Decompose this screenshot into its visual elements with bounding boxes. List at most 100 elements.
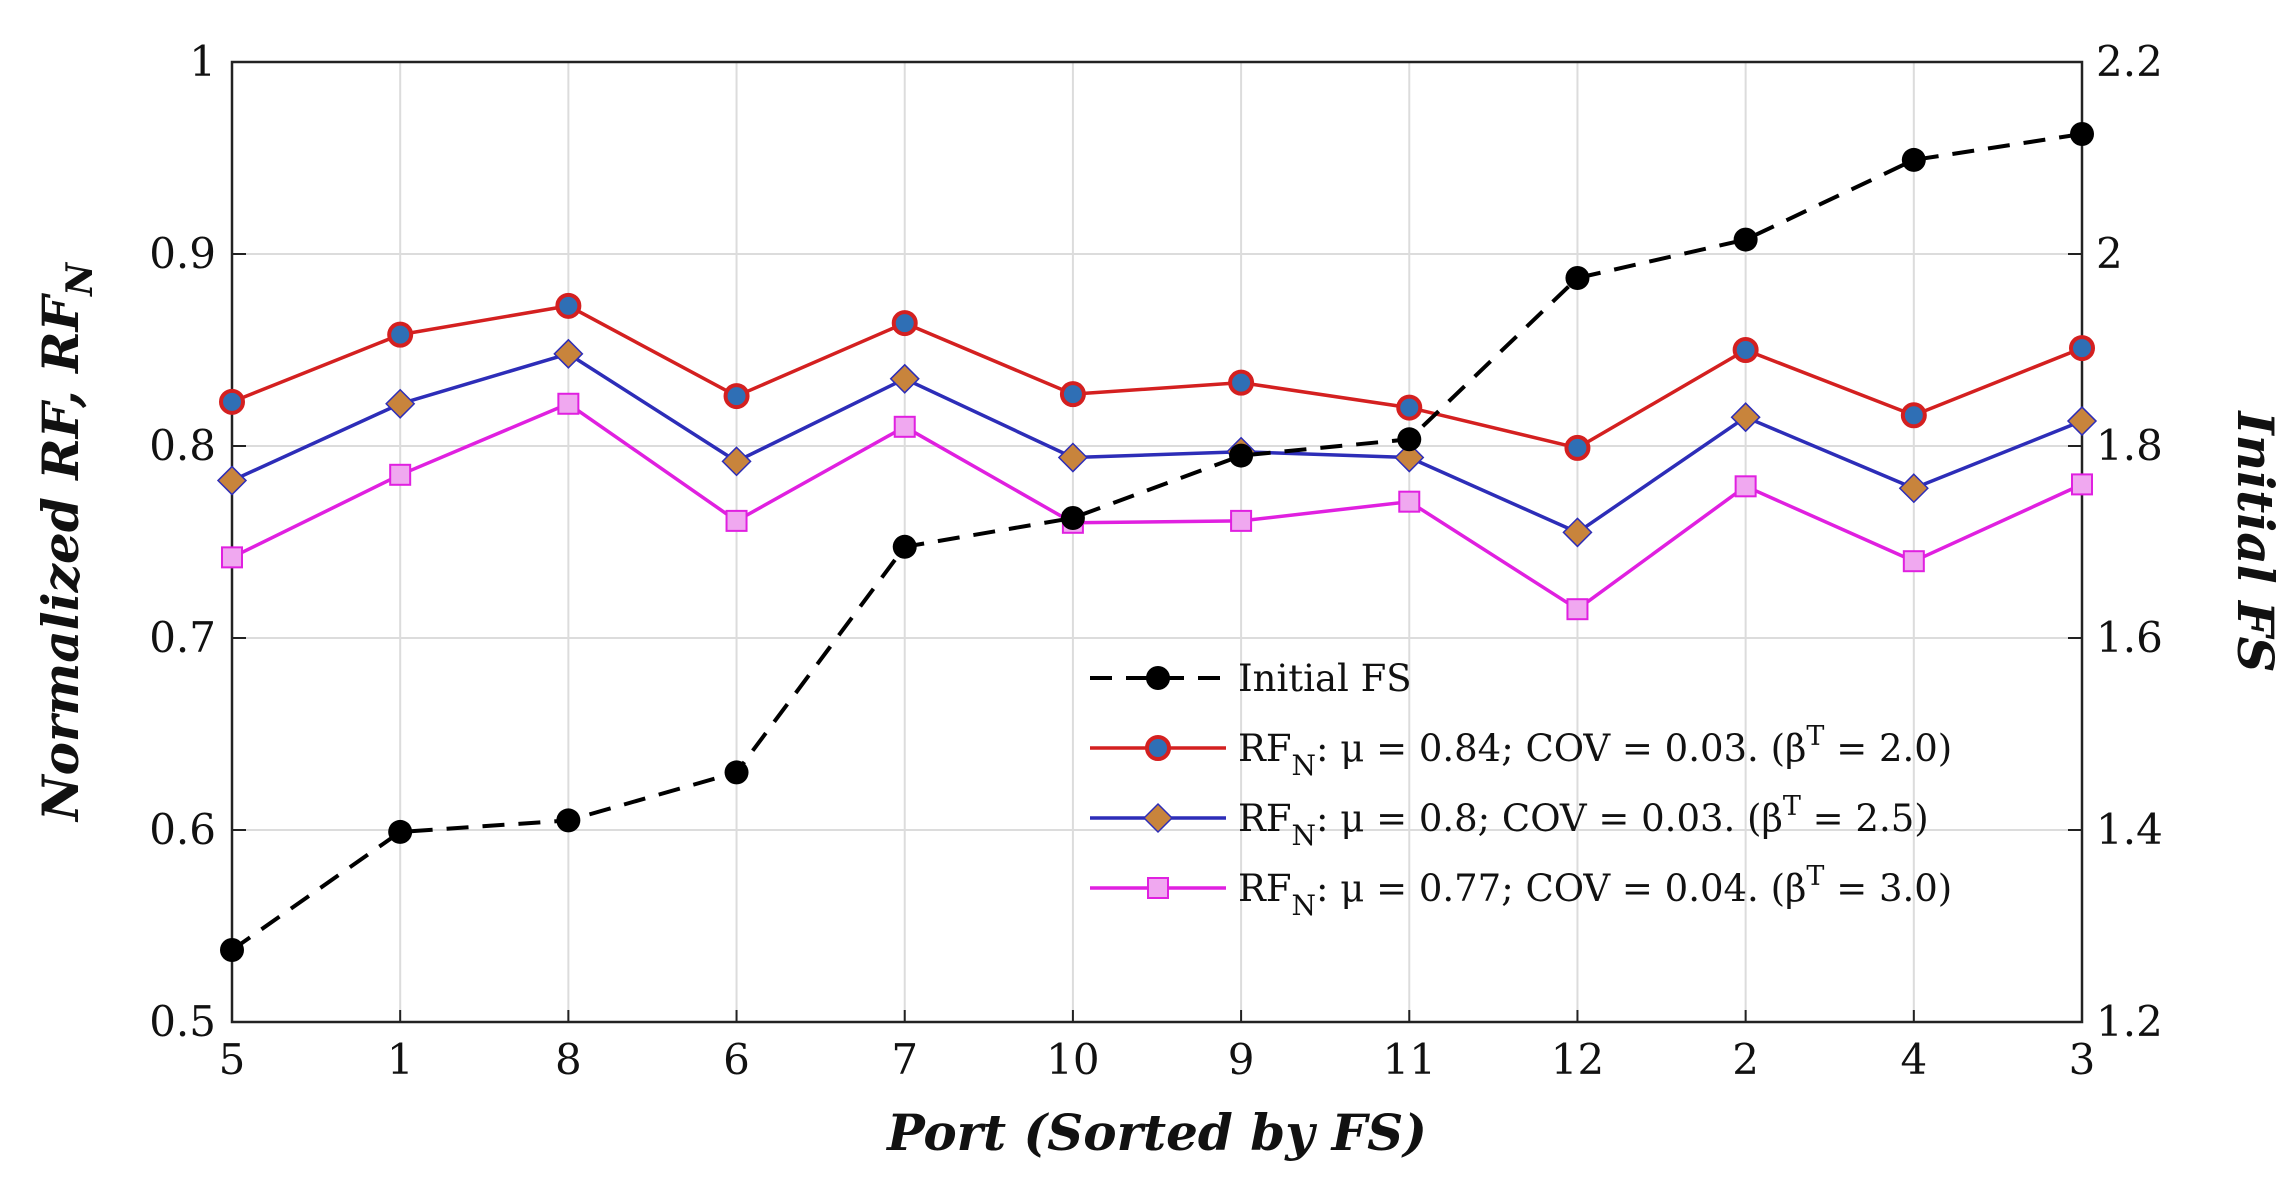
y-tick-label: 0.9 <box>149 229 216 278</box>
legend-marker <box>1145 735 1171 761</box>
data-point <box>1057 442 1088 473</box>
data-point <box>1565 266 1590 290</box>
data-point <box>1397 427 1422 452</box>
y-axis-label: Normalized RF, RFN <box>31 261 101 823</box>
legend-marker <box>1147 877 1169 899</box>
x-tick-label: 1 <box>387 1035 414 1084</box>
data-point <box>1562 517 1593 548</box>
series-0 <box>220 122 2094 962</box>
data-point <box>388 819 413 844</box>
y2-tick-label: 1.8 <box>2096 421 2163 470</box>
data-point <box>1229 443 1254 468</box>
data-point <box>221 546 243 569</box>
data-point <box>1900 402 1927 429</box>
x-tick-label: 11 <box>1383 1035 1436 1084</box>
y2-tick-label: 2.2 <box>2096 37 2163 86</box>
data-point <box>2071 473 2093 496</box>
data-point <box>220 938 244 962</box>
y-tick-label: 1 <box>189 37 216 86</box>
data-point <box>553 338 584 369</box>
data-point <box>2070 122 2094 146</box>
y-axis-label-main: Normalized RF, RF <box>31 292 90 823</box>
data-point <box>1901 147 1926 172</box>
axis-ticks: 5 1 8 6 7 10 9 11 12 2 4 3 0.5 0.6 0.7 0.8 0.9 1 1.2 1.4 1.6… <box>149 37 2163 1084</box>
y2-axis-label: Initial FS <box>2226 409 2276 672</box>
legend-marker <box>1146 666 1170 690</box>
plot-frame <box>230 60 2084 1024</box>
legend-item: Initial FS <box>1090 657 1412 700</box>
x-tick-label: 9 <box>1228 1035 1255 1084</box>
x-tick-label: 12 <box>1551 1035 1604 1084</box>
y-tick-label: 0.6 <box>149 805 216 854</box>
grid <box>232 62 2082 1022</box>
legend-label: RFN: μ = 0.8; COV = 0.03. (βT = 2.5) <box>1238 791 1929 852</box>
y2-tick-label: 1.2 <box>2096 997 2163 1046</box>
data-point <box>555 292 582 319</box>
data-point <box>891 310 918 337</box>
data-point <box>2066 405 2098 437</box>
y-tick-label: 0.7 <box>149 613 216 662</box>
data-point <box>387 321 414 348</box>
data-point <box>1564 434 1591 461</box>
data-point <box>389 463 412 486</box>
legend-label: Initial FS <box>1238 657 1412 700</box>
legend: Initial FS RFN: μ = 0.84; COV = 0.03. (βT… <box>1090 657 1952 922</box>
series-line <box>231 402 2083 611</box>
data-point <box>1398 490 1421 513</box>
data-point <box>385 388 416 419</box>
x-tick-label: 5 <box>219 1035 246 1084</box>
data-point <box>723 383 750 410</box>
data-point <box>1898 473 1929 504</box>
y-axis-label-subscript: N <box>59 261 101 297</box>
data-point <box>893 415 916 438</box>
data-point <box>892 534 917 559</box>
series-line <box>231 304 2083 450</box>
data-point <box>1394 442 1425 473</box>
series-1 <box>219 292 2095 461</box>
legend-label: RFN: μ = 0.84; COV = 0.03. (βT = 2.0) <box>1238 721 1952 782</box>
data-point <box>721 446 752 477</box>
data-point <box>725 509 748 532</box>
data-point <box>1396 394 1423 421</box>
data-point <box>556 808 581 833</box>
x-tick-label: 8 <box>555 1035 582 1084</box>
series-line <box>230 132 2083 952</box>
x-tick-label: 10 <box>1046 1035 1099 1084</box>
legend-item: RFN: μ = 0.77; COV = 0.04. (βT = 3.0) <box>1090 861 1952 922</box>
data-point <box>1733 227 1758 252</box>
y-tick-label: 0.8 <box>149 421 216 470</box>
series-2 <box>216 338 2098 548</box>
legend-label: RFN: μ = 0.77; COV = 0.04. (βT = 3.0) <box>1238 861 1952 922</box>
data-point <box>1730 402 1761 433</box>
x-tick-label: 6 <box>723 1035 750 1084</box>
series-group <box>216 122 2098 962</box>
data-point <box>1228 369 1255 396</box>
y2-tick-label: 1.4 <box>2096 805 2163 854</box>
x-tick-label: 2 <box>1732 1035 1759 1084</box>
data-point <box>2069 335 2095 362</box>
x-tick-label: 4 <box>1900 1035 1927 1084</box>
data-point <box>1059 381 1086 408</box>
y-tick-label: 0.5 <box>149 997 216 1046</box>
legend-marker <box>1142 802 1174 834</box>
data-point <box>1732 337 1759 363</box>
series-line <box>231 352 2083 535</box>
data-point <box>1060 506 1085 530</box>
data-point <box>889 363 920 394</box>
data-point <box>1902 550 1925 573</box>
legend-item: RFN: μ = 0.8; COV = 0.03. (βT = 2.5) <box>1090 791 1929 852</box>
data-point <box>724 760 749 785</box>
data-point <box>1734 475 1757 498</box>
legend-item: RFN: μ = 0.84; COV = 0.03. (βT = 2.0) <box>1090 721 1952 782</box>
data-point <box>216 465 248 496</box>
x-tick-label: 3 <box>2069 1035 2096 1084</box>
data-point <box>219 388 245 415</box>
y2-tick-label: 2 <box>2096 229 2123 278</box>
x-axis-label: Port (Sorted by FS) <box>885 1103 1427 1162</box>
x-tick-label: 7 <box>891 1035 918 1084</box>
data-point <box>557 392 580 415</box>
data-point <box>1566 598 1589 621</box>
data-point <box>1230 509 1253 532</box>
